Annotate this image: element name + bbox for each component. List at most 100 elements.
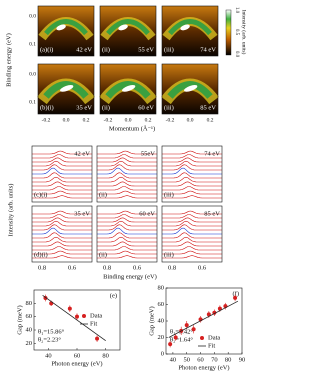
energy-label: 55eV xyxy=(141,150,155,157)
edc-frame xyxy=(31,145,93,203)
edc-curve xyxy=(162,181,222,187)
edc-curve xyxy=(162,167,222,175)
x-tick-label: -0.2 xyxy=(104,117,113,123)
edc-curve xyxy=(32,181,92,187)
edc-curve xyxy=(162,190,222,195)
panel-label: (iii) xyxy=(164,46,174,53)
edc-curve xyxy=(97,241,157,247)
edc-curve xyxy=(97,181,157,187)
edc-curve xyxy=(162,195,222,199)
map-frame xyxy=(161,63,219,115)
edc-curve xyxy=(97,217,157,223)
panel-label: (ii) xyxy=(102,46,110,53)
edc-curve xyxy=(97,255,157,259)
x-tick-label: 90 xyxy=(239,356,246,363)
panel-label: (c)(i) xyxy=(34,191,47,198)
map-frame xyxy=(99,63,157,115)
map-frame xyxy=(37,5,95,57)
edc-curve xyxy=(32,214,92,219)
edc-curve xyxy=(162,246,222,251)
edc-curve xyxy=(32,227,92,235)
edc-curve xyxy=(97,176,157,183)
x-tick-label: 0.8 xyxy=(38,264,46,271)
panel-label: (iii) xyxy=(164,104,174,111)
edc-curve xyxy=(162,154,222,159)
x-tick-label: 40 xyxy=(170,356,177,363)
y-tick-label: 0 xyxy=(161,350,164,357)
band-mid xyxy=(167,81,213,99)
energy-label: 35 eV xyxy=(74,210,90,217)
x-tick-label: 0.0 xyxy=(63,117,70,123)
band-mid xyxy=(106,19,150,36)
map-xlabel: Momentum (Å⁻¹) xyxy=(109,124,155,132)
edc-curve xyxy=(32,190,92,195)
map-frame xyxy=(99,5,157,57)
annotation: θ₂=2.23° xyxy=(38,336,61,343)
edc-curve xyxy=(162,164,222,171)
panel-label: (a)(i) xyxy=(40,46,53,53)
data-point xyxy=(217,306,222,311)
fit-line xyxy=(42,294,106,342)
x-tick-label: 0.8 xyxy=(168,264,176,271)
y-tick-label: 0.0 xyxy=(29,13,36,19)
edc-curve xyxy=(32,232,92,239)
panel-label: (ii) xyxy=(102,104,110,111)
band-mid xyxy=(105,81,151,99)
edc-curve xyxy=(97,246,157,251)
panel-label: (ii) xyxy=(99,251,107,258)
energy-label: 74 eV xyxy=(200,46,216,53)
edc-curve xyxy=(162,236,222,243)
x-tick-label: 0.8 xyxy=(103,264,111,271)
x-tick-label: 0.0 xyxy=(187,117,194,123)
energy-label: 42 eV xyxy=(74,150,90,157)
data-point xyxy=(95,336,100,341)
y-tick-label: 60 xyxy=(26,313,33,320)
edc-curve xyxy=(162,186,222,191)
y-tick-label: 0.1 xyxy=(29,41,36,47)
data-point xyxy=(75,314,79,319)
annotation: θ₂=1.64° xyxy=(170,336,193,343)
edc-curve xyxy=(97,250,157,255)
edc-curve xyxy=(162,255,222,259)
edc-curve xyxy=(32,255,92,259)
band-core xyxy=(60,85,74,92)
edc-curve xyxy=(97,154,157,159)
edc-curve xyxy=(97,157,157,163)
band-mid xyxy=(168,19,212,36)
edc-curve xyxy=(32,246,92,251)
panel-label: (e) xyxy=(110,292,117,299)
y-tick-label: 80 xyxy=(26,300,33,307)
band-core xyxy=(118,24,128,31)
edc-curve xyxy=(162,224,222,231)
edc-curve xyxy=(32,217,92,223)
edc-curve xyxy=(162,227,222,235)
panel-label: (f) xyxy=(233,290,240,297)
x-tick-label: 80 xyxy=(225,356,232,363)
band-core xyxy=(180,24,190,31)
fit-line xyxy=(168,300,239,338)
plot-frame xyxy=(165,287,243,355)
edc-curve xyxy=(32,236,92,243)
map-frame xyxy=(161,5,219,57)
edc-curve xyxy=(97,227,157,235)
edc-curve xyxy=(97,160,157,167)
legend-marker xyxy=(82,314,86,318)
band-core xyxy=(184,85,198,92)
edc-curve xyxy=(162,220,222,227)
edc-ylabel: Intensity (arb. units) xyxy=(7,184,14,237)
legend-label: Fit xyxy=(90,320,97,327)
edc-curve xyxy=(162,176,222,183)
edc-curve xyxy=(97,190,157,195)
data-point xyxy=(184,323,189,328)
y-axis-label: Gap (meV) xyxy=(16,305,23,334)
edc-curve xyxy=(32,164,92,171)
x-axis-label: Photon energy (eV) xyxy=(51,360,102,367)
edc-curve xyxy=(162,160,222,167)
edc-frame xyxy=(31,205,93,263)
edc-curve xyxy=(32,220,92,227)
energy-label: 60 eV xyxy=(139,210,155,217)
panel-label: (d)(i) xyxy=(34,251,48,258)
colorbar-tick: 0.0 xyxy=(234,51,239,58)
y-tick-label: 20 xyxy=(26,340,33,347)
